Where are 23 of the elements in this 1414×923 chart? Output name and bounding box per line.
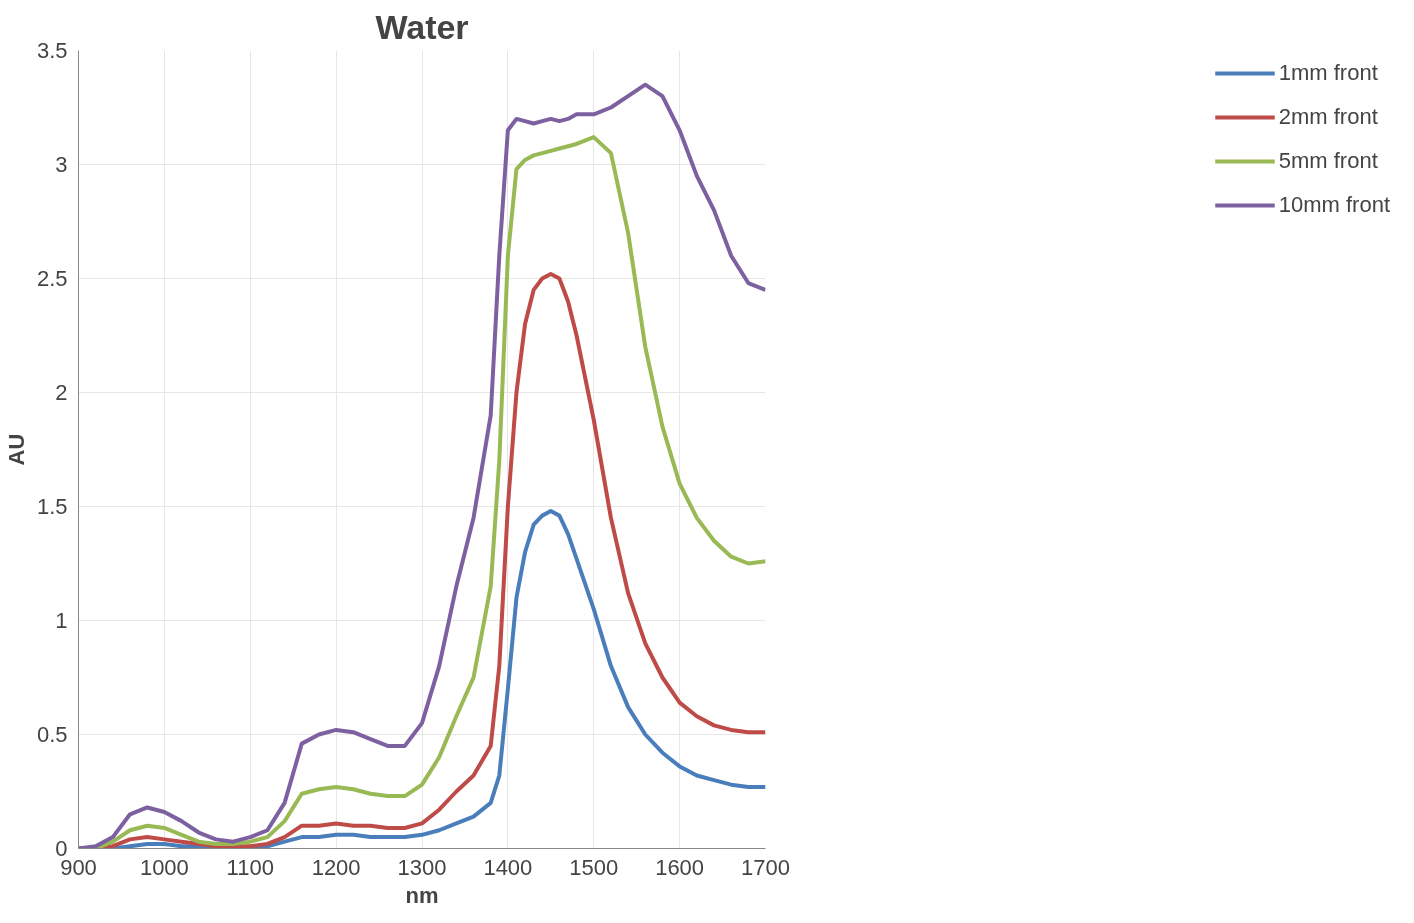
x-tick-label: 1200	[311, 854, 361, 880]
x-axis-title: nm	[405, 882, 439, 908]
x-tick-label: 1700	[741, 854, 790, 880]
y-tick-label: 3.5	[36, 38, 68, 63]
y-tick-label: 2.5	[36, 266, 68, 291]
legend-label: 5mm front	[1278, 148, 1378, 174]
legend-label: 1mm front	[1278, 60, 1378, 86]
y-tick-label: 0	[55, 836, 68, 861]
y-axis-title: AU	[3, 433, 29, 466]
y-tick-label: 2	[55, 380, 68, 405]
x-tick-label: 1500	[569, 854, 619, 880]
legend-label: 2mm front	[1278, 104, 1378, 130]
x-tick-label: 1100	[226, 854, 274, 880]
x-tick-label: 1400	[483, 854, 533, 880]
y-tick-label: 1.5	[36, 494, 68, 519]
x-tick-label: 1000	[139, 854, 189, 880]
legend-label: 10mm front	[1278, 192, 1390, 218]
x-tick-label: 1600	[655, 854, 705, 880]
chart-title: Water	[375, 7, 469, 46]
y-tick-label: 1	[55, 608, 68, 633]
y-tick-label: 3	[55, 152, 68, 177]
x-tick-label: 1300	[397, 854, 447, 880]
y-tick-label: 0.5	[36, 722, 68, 747]
